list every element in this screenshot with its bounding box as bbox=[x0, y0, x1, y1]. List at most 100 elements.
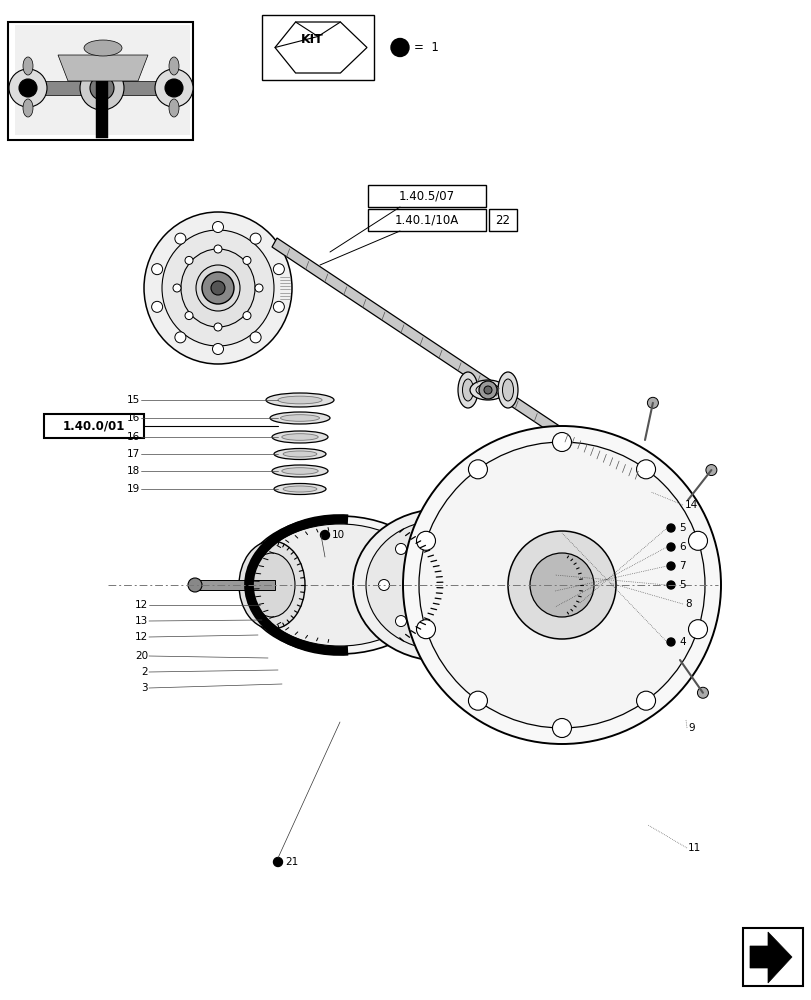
Circle shape bbox=[378, 580, 389, 590]
Ellipse shape bbox=[144, 212, 292, 364]
Circle shape bbox=[530, 553, 594, 617]
Circle shape bbox=[80, 66, 124, 110]
Bar bbox=[262, 15, 374, 80]
Circle shape bbox=[468, 691, 487, 710]
Circle shape bbox=[705, 465, 716, 476]
Circle shape bbox=[477, 616, 488, 627]
Circle shape bbox=[508, 531, 616, 639]
Circle shape bbox=[436, 528, 447, 540]
Circle shape bbox=[646, 397, 658, 408]
Circle shape bbox=[273, 857, 282, 866]
Ellipse shape bbox=[462, 379, 473, 401]
Ellipse shape bbox=[251, 524, 428, 646]
Circle shape bbox=[395, 616, 406, 627]
Circle shape bbox=[411, 555, 471, 615]
Text: 10: 10 bbox=[332, 530, 345, 540]
Ellipse shape bbox=[84, 40, 122, 56]
Circle shape bbox=[688, 531, 706, 550]
Ellipse shape bbox=[457, 372, 478, 408]
Ellipse shape bbox=[169, 99, 178, 117]
Ellipse shape bbox=[23, 99, 33, 117]
Ellipse shape bbox=[272, 465, 328, 477]
Ellipse shape bbox=[535, 555, 579, 615]
Text: 1.40.5/07: 1.40.5/07 bbox=[398, 190, 454, 203]
Circle shape bbox=[90, 76, 114, 100]
Circle shape bbox=[391, 39, 409, 57]
Bar bbox=[367, 185, 486, 207]
Circle shape bbox=[483, 386, 491, 394]
Text: 1.40.0/01: 1.40.0/01 bbox=[62, 420, 125, 432]
Circle shape bbox=[395, 543, 406, 554]
Ellipse shape bbox=[636, 485, 664, 499]
Ellipse shape bbox=[281, 468, 318, 474]
Ellipse shape bbox=[249, 553, 294, 617]
Text: 8: 8 bbox=[684, 599, 691, 609]
Ellipse shape bbox=[280, 415, 319, 421]
Ellipse shape bbox=[169, 57, 178, 75]
Circle shape bbox=[174, 233, 186, 244]
Text: 6: 6 bbox=[678, 542, 684, 552]
Text: 21: 21 bbox=[285, 857, 298, 867]
Polygon shape bbox=[58, 55, 148, 81]
Circle shape bbox=[636, 460, 654, 479]
Bar bbox=[488, 209, 517, 231]
Ellipse shape bbox=[270, 412, 329, 424]
Bar bbox=[742, 928, 802, 986]
Text: 17: 17 bbox=[127, 449, 139, 459]
Ellipse shape bbox=[23, 57, 33, 75]
Circle shape bbox=[666, 581, 674, 589]
Ellipse shape bbox=[283, 451, 316, 457]
Text: 7: 7 bbox=[678, 561, 684, 571]
Circle shape bbox=[666, 638, 674, 646]
Ellipse shape bbox=[238, 541, 305, 629]
Circle shape bbox=[214, 245, 221, 253]
Bar bbox=[195, 580, 275, 590]
Ellipse shape bbox=[181, 249, 255, 327]
Bar bbox=[96, 63, 108, 138]
Circle shape bbox=[250, 332, 261, 343]
Circle shape bbox=[416, 531, 435, 550]
Bar bbox=[44, 414, 144, 438]
Text: 12: 12 bbox=[135, 600, 148, 610]
Text: 16: 16 bbox=[127, 432, 139, 442]
Circle shape bbox=[320, 530, 329, 540]
Circle shape bbox=[212, 222, 223, 233]
Ellipse shape bbox=[497, 372, 517, 408]
Circle shape bbox=[666, 524, 674, 532]
Polygon shape bbox=[749, 932, 791, 983]
Circle shape bbox=[636, 691, 654, 710]
Text: 3: 3 bbox=[141, 683, 148, 693]
Ellipse shape bbox=[273, 484, 325, 494]
Text: 15: 15 bbox=[127, 395, 139, 405]
Circle shape bbox=[427, 570, 457, 600]
Circle shape bbox=[202, 272, 234, 304]
Text: 16: 16 bbox=[127, 413, 139, 423]
Bar bbox=[8, 22, 193, 140]
Ellipse shape bbox=[273, 448, 325, 460]
Text: 19: 19 bbox=[127, 484, 139, 494]
Circle shape bbox=[273, 264, 284, 275]
Ellipse shape bbox=[195, 265, 240, 311]
Circle shape bbox=[551, 432, 571, 452]
Circle shape bbox=[468, 460, 487, 479]
Ellipse shape bbox=[353, 509, 530, 661]
Ellipse shape bbox=[162, 230, 273, 346]
Circle shape bbox=[185, 256, 193, 264]
Text: 18: 18 bbox=[127, 466, 139, 476]
Text: 9: 9 bbox=[687, 723, 693, 733]
Circle shape bbox=[185, 312, 193, 320]
Circle shape bbox=[19, 79, 37, 97]
Text: 5: 5 bbox=[678, 580, 684, 590]
Text: 4: 4 bbox=[678, 637, 684, 647]
Text: =  1: = 1 bbox=[414, 41, 438, 54]
Ellipse shape bbox=[266, 393, 333, 407]
Text: KIT: KIT bbox=[301, 33, 324, 46]
Circle shape bbox=[478, 381, 496, 399]
Circle shape bbox=[212, 344, 223, 355]
Ellipse shape bbox=[470, 380, 505, 400]
Circle shape bbox=[214, 323, 221, 331]
Circle shape bbox=[155, 69, 193, 107]
Circle shape bbox=[416, 620, 435, 639]
Circle shape bbox=[152, 264, 162, 275]
Circle shape bbox=[250, 233, 261, 244]
